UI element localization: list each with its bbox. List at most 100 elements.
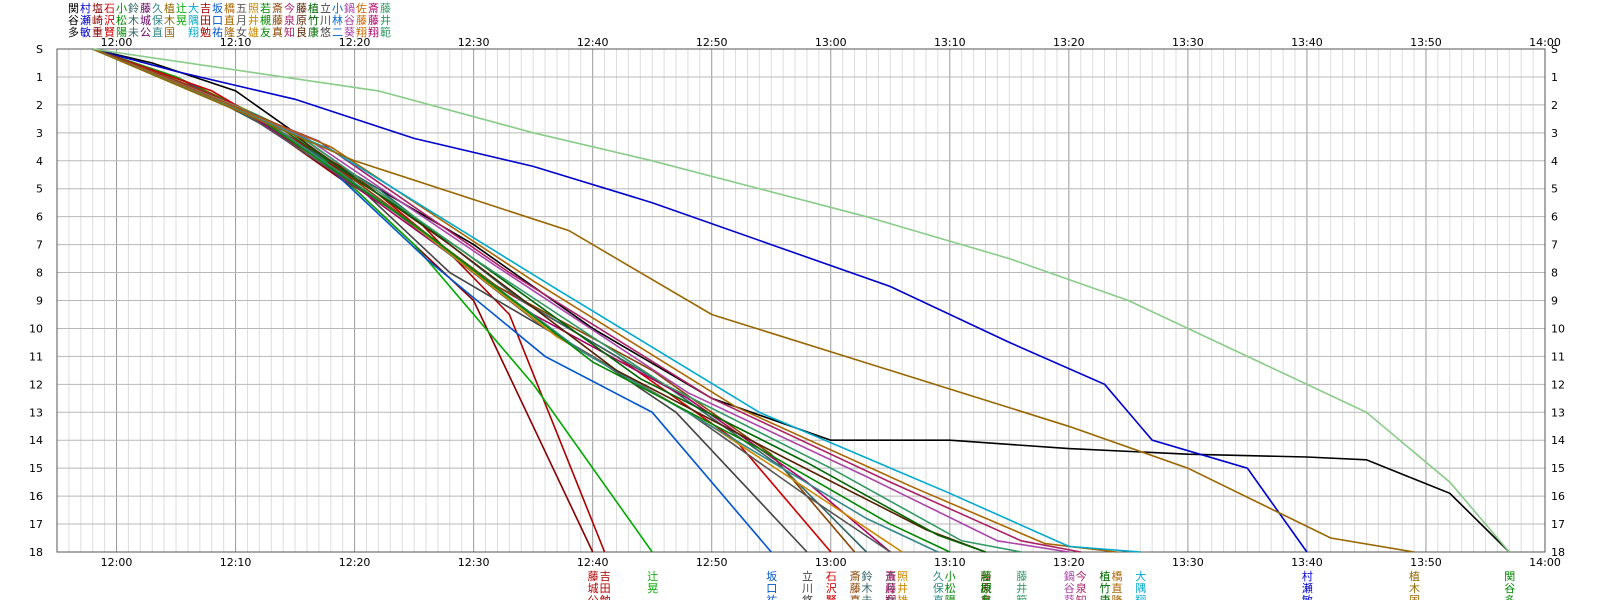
y-tick-label-left: 5	[36, 183, 43, 196]
y-tick-label-left: 16	[29, 490, 43, 503]
y-tick-label-right: 16	[1551, 490, 1565, 503]
finish-label: 若	[981, 570, 992, 583]
top-legend-label: 賢	[104, 26, 115, 39]
top-legend-label: 鈴	[128, 1, 139, 15]
finish-label: 月	[885, 582, 896, 595]
y-tick-label-left: 14	[29, 434, 43, 447]
x-tick-label-top: 12:00	[101, 36, 133, 49]
finish-label: 直	[1111, 581, 1122, 595]
top-legend-label: 直	[152, 25, 163, 39]
x-tick-label-top: 13:50	[1410, 36, 1442, 49]
top-legend-label: 友	[260, 25, 271, 39]
y-tick-label-right: S	[1551, 43, 1558, 56]
top-legend-label: 立	[320, 1, 331, 15]
y-tick-label-left: 15	[29, 462, 43, 475]
top-legend-label: 関	[68, 2, 79, 15]
finish-label: 範	[1016, 593, 1027, 600]
finish-label: 康	[1100, 593, 1111, 600]
y-tick-label-right: 8	[1551, 267, 1558, 280]
y-tick-label-right: 1	[1551, 71, 1558, 84]
top-legend-label: 月	[236, 14, 247, 27]
top-legend-label: 知	[284, 25, 295, 39]
y-tick-label-right: 9	[1551, 295, 1558, 308]
x-tick-label-bottom: 13:30	[1172, 556, 1204, 569]
top-legend-label: 大	[188, 1, 199, 15]
finish-label: 小	[945, 570, 956, 583]
top-legend-label: 藤	[380, 2, 391, 15]
finish-label: 翔	[1135, 593, 1146, 600]
top-legend-label: 良	[296, 25, 307, 39]
finish-label: 隅	[1135, 582, 1146, 595]
series-line	[92, 48, 1069, 553]
top-legend-label: 沢	[104, 13, 115, 27]
x-tick-label-bottom: 12:00	[101, 556, 133, 569]
top-legend-label: 今	[284, 1, 295, 15]
y-tick-label-right: 10	[1551, 322, 1565, 335]
finish-label: 葵	[1064, 594, 1075, 600]
finish-label: 敏	[1302, 593, 1313, 600]
top-legend-label: 照	[248, 2, 259, 15]
finish-label: 辻	[647, 569, 658, 583]
top-legend-label: 橋	[224, 1, 235, 15]
x-tick-label-bottom: 12:30	[458, 556, 490, 569]
x-tick-label-top: 12:50	[696, 36, 728, 49]
x-tick-label-bottom: 12:10	[220, 556, 252, 569]
finish-label: 良	[981, 593, 992, 600]
finish-label: 藤	[981, 570, 992, 583]
x-tick-label-top: 13:20	[1053, 36, 1085, 49]
top-legend-label: 瀬	[80, 13, 91, 27]
finish-label: 悠	[802, 593, 813, 600]
finish-label: 今	[1076, 569, 1087, 583]
finish-label: 藤	[850, 582, 861, 595]
y-tick-label-left: 18	[29, 546, 43, 559]
top-legend-label: 藤	[296, 2, 307, 15]
top-legend-label: 女	[236, 25, 247, 39]
x-tick-label-bottom: 14:00	[1529, 556, 1561, 569]
top-legend-label: 国	[164, 26, 175, 39]
top-legend-label: 佐	[356, 1, 367, 15]
top-legend-label: 谷	[344, 14, 355, 27]
top-legend-label: 川	[320, 14, 331, 27]
finish-label: 勉	[600, 593, 611, 600]
finish-label: 谷	[1064, 582, 1075, 595]
y-tick-label-right: 18	[1551, 546, 1565, 559]
top-legend-label: 井	[380, 13, 391, 27]
y-tick-label-left: 1	[36, 71, 43, 84]
series-line	[92, 48, 856, 553]
top-legend-label: 未	[128, 26, 139, 39]
top-legend-label: 石	[104, 2, 115, 15]
finish-label: 川	[802, 582, 813, 595]
finish-label: 翔	[885, 593, 896, 600]
top-legend-label: 五	[236, 2, 247, 15]
finish-label: 谷	[1504, 582, 1515, 595]
top-legend-label: 陽	[116, 26, 127, 39]
y-tick-label-right: 5	[1551, 183, 1558, 196]
top-legend-label: 真	[272, 25, 283, 39]
top-legend-label: 隆	[224, 25, 235, 39]
y-tick-label-right: 6	[1551, 211, 1558, 224]
y-tick-label-right: 14	[1551, 434, 1565, 447]
finish-label: 大	[1135, 569, 1146, 583]
finish-label: 石	[826, 570, 837, 583]
finish-label: 公	[588, 594, 599, 600]
y-tick-label-right: 3	[1551, 127, 1558, 140]
top-legend-label: 崎	[92, 13, 103, 27]
finish-label: 真	[850, 593, 861, 600]
y-tick-label-left: 13	[29, 406, 43, 419]
finish-label: 城	[588, 582, 599, 595]
top-legend-label: 保	[152, 13, 163, 27]
finish-label: 泉	[1076, 581, 1087, 595]
top-legend-label: 槻	[260, 14, 271, 27]
top-legend-label: 辻	[176, 1, 187, 15]
x-tick-label-top: 13:00	[815, 36, 847, 49]
y-tick-label-left: 7	[36, 239, 43, 252]
top-legend-label: 竹	[308, 13, 319, 27]
top-legend-label: 小	[116, 2, 127, 15]
top-legend-label: 多	[68, 25, 79, 39]
x-tick-label-top: 13:10	[934, 36, 966, 49]
top-legend-label: 小	[332, 2, 343, 15]
x-tick-label-top: 14:00	[1529, 36, 1561, 49]
finish-label: 立	[802, 569, 813, 583]
top-legend-label: 井	[248, 13, 259, 27]
x-tick-label-bottom: 13:50	[1410, 556, 1442, 569]
